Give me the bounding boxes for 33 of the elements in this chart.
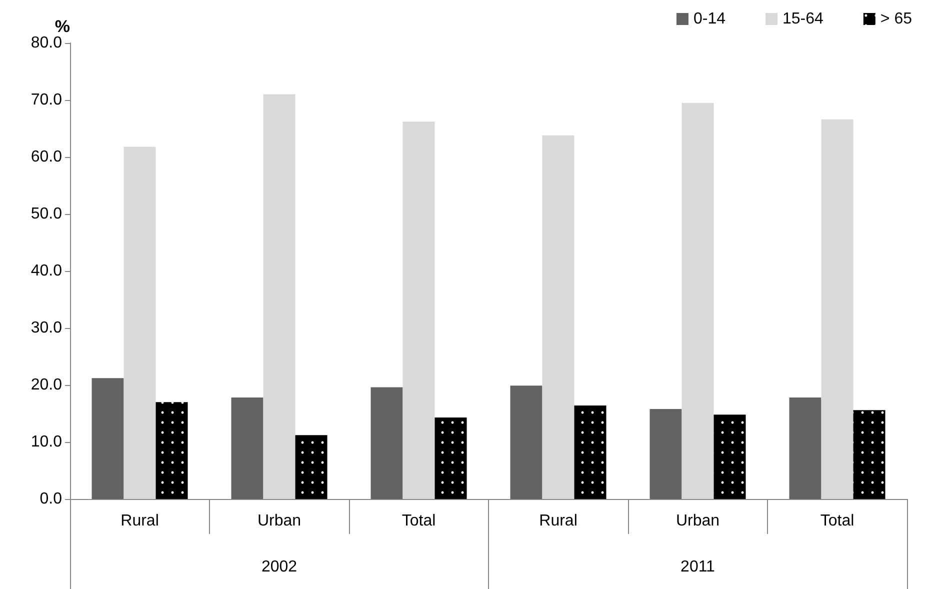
bar — [650, 408, 682, 499]
bar — [510, 386, 542, 499]
y-axis-title: % — [54, 17, 70, 36]
x-tick-label: Urban — [257, 512, 302, 530]
y-tick-label: 40.0 — [30, 262, 62, 280]
x-tick-label: Total — [820, 512, 854, 530]
bar — [542, 135, 574, 499]
bar — [821, 119, 854, 499]
legend-label: 15-64 — [782, 10, 824, 28]
bar — [370, 387, 403, 499]
x-tick-label: Total — [402, 512, 436, 530]
y-tick-label: 50.0 — [30, 206, 62, 222]
text: 2011 — [680, 558, 716, 576]
text: 2002 — [261, 558, 298, 576]
x-tick-label: Rural — [539, 512, 578, 530]
bar — [263, 94, 296, 499]
bar — [789, 398, 822, 499]
y-tick-label: 20.0 — [30, 376, 62, 394]
bar — [92, 378, 124, 499]
bar — [124, 146, 156, 499]
bar — [231, 398, 264, 499]
y-tick-label: 80.0 — [30, 34, 62, 52]
y-tick-label: 10.0 — [30, 434, 62, 450]
y-tick-label: 0.0 — [40, 490, 62, 508]
bar — [682, 102, 714, 499]
bar — [402, 122, 435, 499]
y-tick-label: 30.0 — [30, 320, 62, 336]
x-tick-label: Rural — [120, 512, 159, 530]
y-tick-label: 70.0 — [30, 92, 62, 108]
legend-label: > 65 — [880, 10, 912, 28]
x-tick-label: Urban — [676, 512, 720, 530]
y-tick-label: 60.0 — [30, 148, 62, 166]
legend-label: 0-14 — [693, 10, 726, 28]
